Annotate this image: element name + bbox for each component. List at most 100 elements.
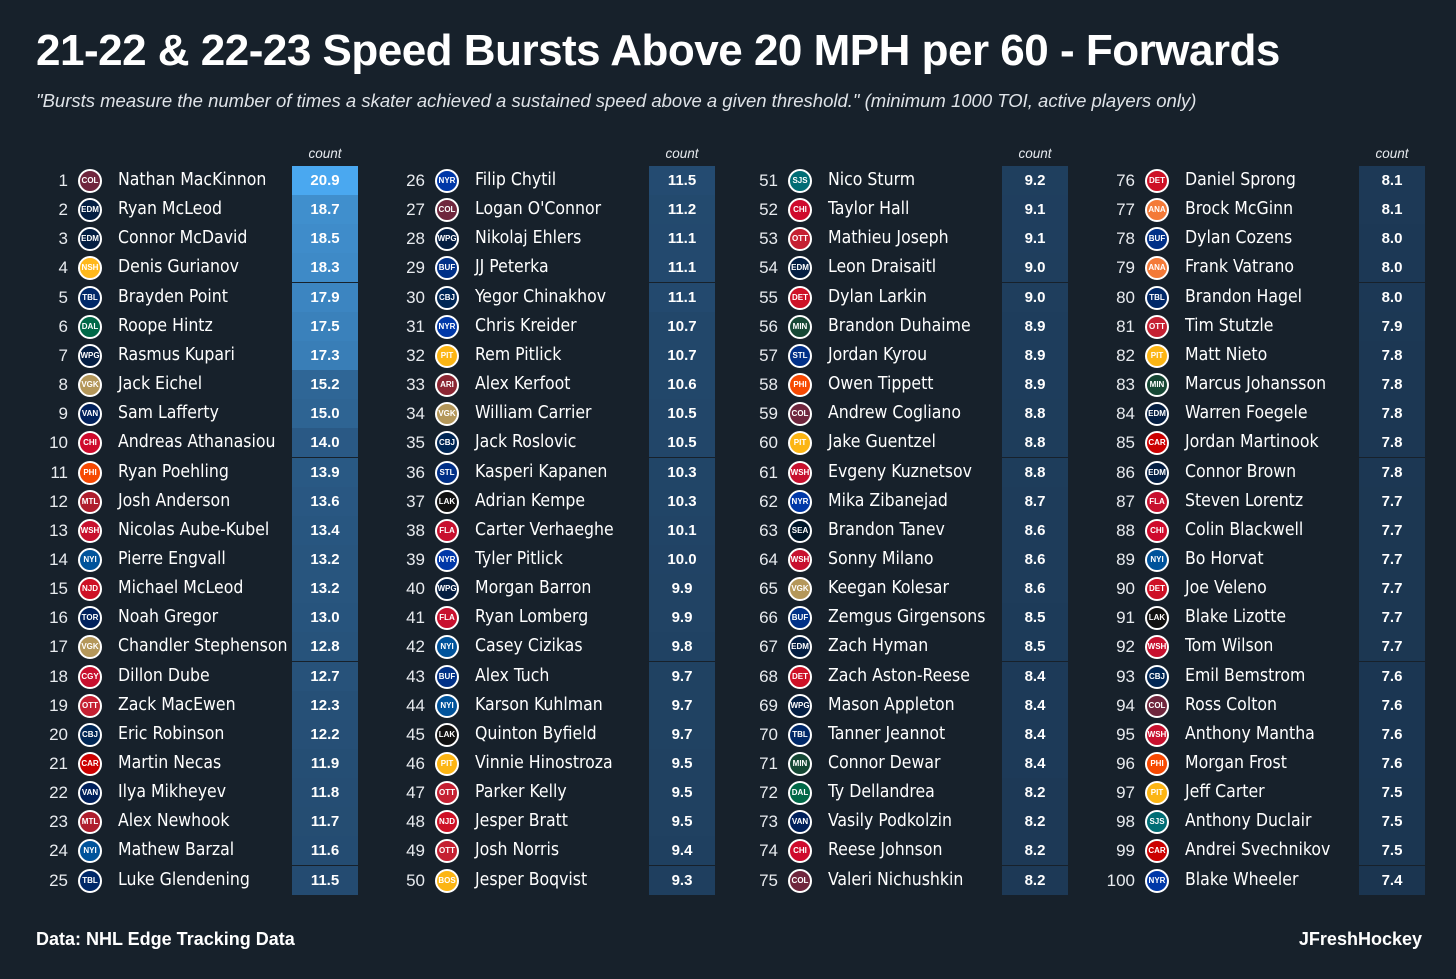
rank-number: 37 (406, 491, 425, 511)
table-row: 33 ARI Alex Kerfoot 10.6 (393, 370, 723, 400)
rank-number: 34 (406, 404, 425, 424)
rank-number: 21 (49, 754, 68, 773)
team-logo-icon: BOS (435, 868, 459, 893)
rank-number: 81 (1116, 316, 1135, 336)
count-value: 11.1 (649, 224, 715, 254)
rank-number: 62 (759, 491, 778, 511)
count-value: 11.1 (649, 282, 715, 312)
count-value: 10.6 (649, 370, 715, 400)
rank-number: 84 (1116, 404, 1135, 424)
count-value: 11.5 (292, 865, 358, 895)
table-row: 67 EDM Zach Hyman 8.5 (746, 632, 1076, 662)
team-logo-icon: TBL (1145, 285, 1169, 310)
count-value: 13.0 (292, 603, 358, 633)
team-logo-icon: CAR (1145, 839, 1169, 864)
count-value: 8.2 (1002, 807, 1068, 837)
rank-number: 83 (1116, 375, 1135, 395)
player-name: Mika Zibanejad (828, 490, 948, 511)
table-row: 21 CAR Martin Necas 11.9 (36, 749, 366, 778)
player-name: Carter Verhaeghe (475, 519, 614, 540)
count-value: 9.8 (649, 632, 715, 662)
count-value: 8.1 (1359, 166, 1425, 195)
team-logo-icon: VAN (788, 810, 812, 835)
rank-number: 2 (58, 200, 68, 220)
count-value: 12.7 (292, 661, 358, 691)
rank-number: 98 (1116, 812, 1135, 832)
table-row: 14 NYI Pierre Engvall 13.2 (36, 544, 366, 574)
table-row: 85 CAR Jordan Martinook 7.8 (1103, 428, 1433, 458)
rank-number: 17 (49, 637, 68, 657)
count-value: 7.9 (1359, 311, 1425, 341)
table-row: 60 PIT Jake Guentzel 8.8 (746, 428, 1076, 458)
count-value: 10.5 (649, 399, 715, 429)
team-logo-icon: DET (1145, 577, 1169, 602)
team-logo-icon: BUF (435, 664, 459, 689)
player-name: Taylor Hall (828, 199, 910, 220)
team-logo-icon: BUF (788, 606, 812, 631)
team-logo-icon: CHI (1145, 518, 1169, 543)
table-row: 74 CHI Reese Johnson 8.2 (746, 836, 1076, 866)
player-name: Casey Cizikas (475, 636, 583, 657)
count-value: 7.5 (1359, 778, 1425, 808)
player-name: Owen Tippett (828, 374, 934, 395)
team-logo-icon: CHI (788, 839, 812, 864)
player-name: Nicolas Aube-Kubel (118, 519, 270, 540)
player-name: Andrei Svechnikov (1185, 840, 1331, 861)
count-value: 8.6 (1002, 515, 1068, 545)
team-logo-icon: OTT (788, 227, 812, 252)
count-value: 11.8 (292, 778, 358, 808)
count-value: 7.8 (1359, 399, 1425, 429)
player-name: Josh Anderson (118, 490, 231, 511)
player-name: Rasmus Kupari (118, 344, 235, 365)
rank-number: 79 (1116, 258, 1135, 278)
team-logo-icon: PIT (435, 752, 459, 776)
table-row: 38 FLA Carter Verhaeghe 10.1 (393, 515, 723, 545)
rank-number: 33 (406, 375, 425, 395)
player-name: Jordan Kyrou (828, 344, 928, 365)
rank-number: 57 (759, 345, 778, 365)
table-row: 28 WPG Nikolaj Ehlers 11.1 (393, 224, 723, 254)
table-row: 84 EDM Warren Foegele 7.8 (1103, 399, 1433, 429)
rank-number: 45 (406, 724, 425, 744)
team-logo-icon: PIT (435, 343, 459, 368)
count-value: 13.2 (292, 544, 358, 574)
rank-number: 72 (759, 783, 778, 803)
team-logo-icon: ANA (1145, 256, 1169, 281)
player-name: Ross Colton (1185, 694, 1277, 715)
team-logo-icon: MIN (1145, 373, 1169, 398)
player-name: Jordan Martinook (1185, 432, 1319, 453)
count-value: 9.7 (649, 690, 715, 720)
team-logo-icon: WSH (788, 460, 812, 485)
player-name: Nikolaj Ehlers (475, 228, 582, 249)
table-row: 87 FLA Steven Lorentz 7.7 (1103, 486, 1433, 516)
count-value: 9.3 (649, 865, 715, 895)
player-name: Ryan Lomberg (475, 607, 589, 628)
table-row: 31 NYR Chris Kreider 10.7 (393, 311, 723, 341)
count-column-header: count (308, 146, 342, 161)
player-name: Nico Sturm (828, 170, 916, 190)
table-row: 36 STL Kasperi Kapanen 10.3 (393, 457, 723, 487)
rank-number: 30 (406, 287, 425, 307)
player-name: Leon Draisaitl (828, 257, 937, 278)
table-row: 3 EDM Connor McDavid 18.5 (36, 224, 366, 254)
rank-number: 86 (1116, 462, 1135, 482)
team-logo-icon: OTT (435, 781, 459, 806)
count-value: 8.0 (1359, 224, 1425, 254)
player-name: Jack Roslovic (475, 432, 577, 453)
team-logo-icon: WPG (435, 577, 459, 602)
table-row: 42 NYI Casey Cizikas 9.8 (393, 632, 723, 662)
team-logo-icon: EDM (78, 227, 102, 252)
table-row: 12 MTL Josh Anderson 13.6 (36, 486, 366, 516)
team-logo-icon: TOR (78, 606, 102, 631)
count-value: 8.2 (1002, 778, 1068, 808)
rank-number: 23 (49, 812, 68, 832)
player-name: Connor Brown (1185, 461, 1297, 482)
count-value: 8.9 (1002, 340, 1068, 370)
rank-number: 80 (1116, 287, 1135, 307)
team-logo-icon: OTT (1145, 314, 1169, 339)
player-name: Evgeny Kuznetsov (828, 461, 972, 482)
count-value: 11.1 (649, 253, 715, 283)
table-row: 29 BUF JJ Peterka 11.1 (393, 253, 723, 283)
team-logo-icon: CAR (78, 752, 102, 776)
player-name: Jake Guentzel (828, 432, 936, 453)
